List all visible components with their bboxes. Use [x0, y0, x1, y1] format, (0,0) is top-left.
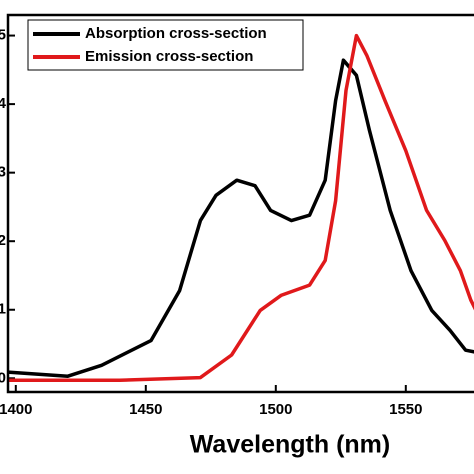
x-tick-label: 1400 — [0, 401, 32, 418]
plot-frame — [6, 13, 474, 394]
y-tick-label: 2 — [0, 232, 6, 249]
line — [7, 58, 474, 378]
y-tick-label: 0 — [0, 369, 6, 386]
legend-box — [27, 19, 304, 71]
line — [8, 33, 474, 383]
x-tick-label: 1550 — [389, 401, 422, 418]
y-tick-label: 4 — [0, 95, 7, 112]
y-tick-label: 5 — [0, 27, 6, 44]
x-tick-label: 1500 — [259, 401, 292, 418]
x-axis-label: Wavelength (nm) — [190, 431, 390, 459]
x-tick-label: 1450 — [129, 401, 162, 418]
legend-label: Absorption cross-section — [85, 25, 267, 42]
legend-label: Emission cross-section — [85, 48, 253, 65]
y-tick-label: 3 — [0, 164, 6, 181]
y-tick-label: 1 — [0, 301, 6, 318]
